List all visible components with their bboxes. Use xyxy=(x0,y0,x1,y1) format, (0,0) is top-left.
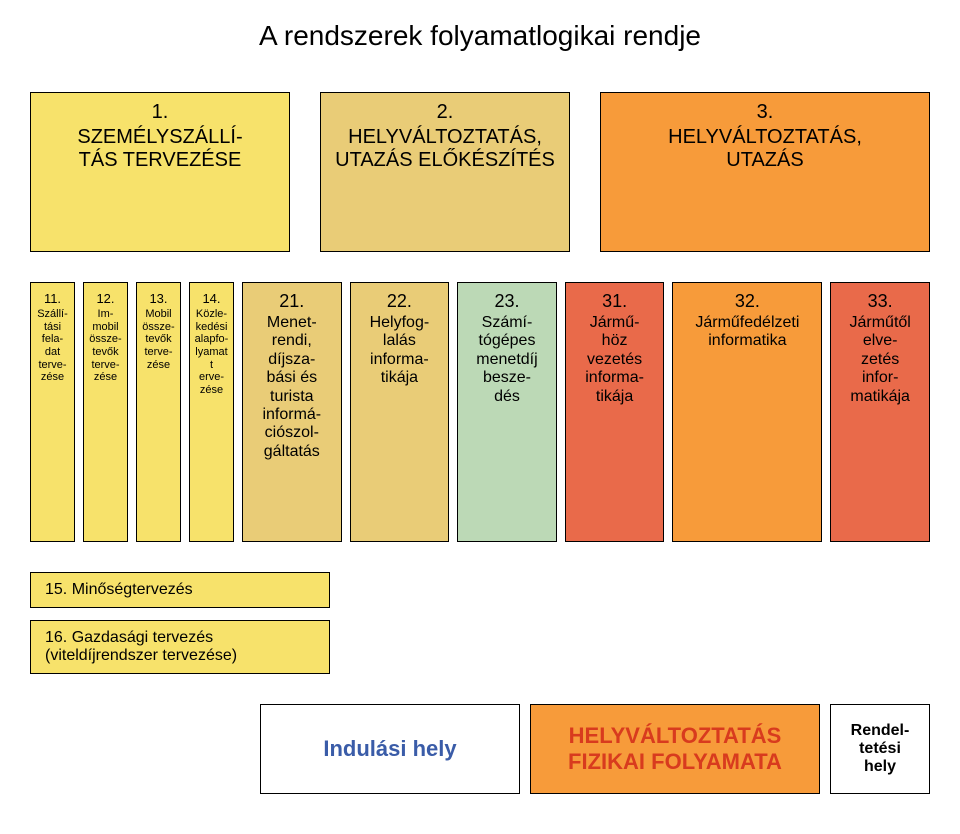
box-fizikai-folyamat: HELYVÁLTOZTATÁS FIZIKAI FOLYAMATA xyxy=(530,704,820,794)
bottom-spacer xyxy=(30,704,250,794)
subbox-num: 13. xyxy=(149,291,167,306)
subbox-label: Helyfog- lalás informa- tikája xyxy=(370,314,430,388)
phase-2-num: 2. xyxy=(437,101,454,124)
subbox-label: Jármű- höz vezetés informa- tikája xyxy=(585,314,644,406)
subbox-num: 14. xyxy=(202,291,220,306)
phase-3-box: 3. HELYVÁLTOZTATÁS, UTAZÁS xyxy=(600,92,930,252)
subbox-21: 21.Menet- rendi, díjsza- bási és turista… xyxy=(242,282,342,542)
box-indulasi-hely: Indulási hely xyxy=(260,704,520,794)
subbox-num: 31. xyxy=(602,291,627,312)
phase-1-label: SZEMÉLYSZÁLLÍ- TÁS TERVEZÉSE xyxy=(77,126,242,172)
phase-3-num: 3. xyxy=(757,101,774,124)
phase-3-label: HELYVÁLTOZTATÁS, UTAZÁS xyxy=(668,126,862,172)
phase-1-num: 1. xyxy=(152,101,169,124)
subbox-11: 11. Szállí- tási fela- dat terve- zése xyxy=(30,282,75,542)
page-title: A rendszerek folyamatlogikai rendje xyxy=(30,20,930,52)
box-15: 15. Minőségtervezés xyxy=(30,572,330,608)
subbox-31: 31.Jármű- höz vezetés informa- tikája xyxy=(565,282,665,542)
subbox-23: 23.Számí- tógépes menetdíj besze- dés xyxy=(457,282,557,542)
row-planning-boxes: 15. Minőségtervezés 16. Gazdasági tervez… xyxy=(30,572,330,674)
box-rendeltetesi-hely: Rendel- tetési hely xyxy=(830,704,930,794)
subbox-label: Menet- rendi, díjsza- bási és turista in… xyxy=(262,314,321,461)
phase-1-box: 1. SZEMÉLYSZÁLLÍ- TÁS TERVEZÉSE xyxy=(30,92,290,252)
row-subboxes: 11. Szállí- tási fela- dat terve- zése 12.… xyxy=(30,282,930,542)
subbox-label: Mobil össze- tevők terve- zése xyxy=(142,308,174,371)
subbox-13: 13. Mobil össze- tevők terve- zése xyxy=(136,282,181,542)
subbox-num: 11. xyxy=(44,291,61,306)
subbox-num: 32. xyxy=(735,291,760,312)
row-bottom-flow: Indulási hely HELYVÁLTOZTATÁS FIZIKAI FO… xyxy=(30,704,930,794)
subbox-label: Járműtől elve- zetés infor- matikája xyxy=(849,314,910,406)
subbox-label: Számí- tógépes menetdíj besze- dés xyxy=(476,314,537,406)
row-top-phases: 1. SZEMÉLYSZÁLLÍ- TÁS TERVEZÉSE 2. HELYV… xyxy=(30,92,930,252)
subbox-num: 21. xyxy=(279,291,304,312)
subbox-33: 33.Járműtől elve- zetés infor- matikája xyxy=(830,282,930,542)
subbox-num: 22. xyxy=(387,291,412,312)
subbox-num: 12. xyxy=(96,291,114,306)
box-16: 16. Gazdasági tervezés (viteldíjrendszer… xyxy=(30,620,330,674)
subbox-label: Közle- kedési alapfo- lyamatt erve- zése xyxy=(194,308,229,396)
subbox-32: 32.Járműfedélzeti informatika xyxy=(672,282,822,542)
subbox-12: 12. Im- mobil össze- tevők terve- zése xyxy=(83,282,128,542)
subbox-14: 14. Közle- kedési alapfo- lyamatt erve- z… xyxy=(189,282,234,542)
subbox-num: 23. xyxy=(494,291,519,312)
subbox-num: 33. xyxy=(868,291,893,312)
phase-2-label: HELYVÁLTOZTATÁS, UTAZÁS ELŐKÉSZÍTÉS xyxy=(335,126,555,172)
subbox-label: Szállí- tási fela- dat terve- zése xyxy=(37,308,68,384)
subbox-label: Járműfedélzeti informatika xyxy=(695,314,799,351)
subbox-label: Im- mobil össze- tevők terve- zése xyxy=(89,308,121,384)
subbox-22: 22.Helyfog- lalás informa- tikája xyxy=(350,282,450,542)
phase-2-box: 2. HELYVÁLTOZTATÁS, UTAZÁS ELŐKÉSZÍTÉS xyxy=(320,92,570,252)
